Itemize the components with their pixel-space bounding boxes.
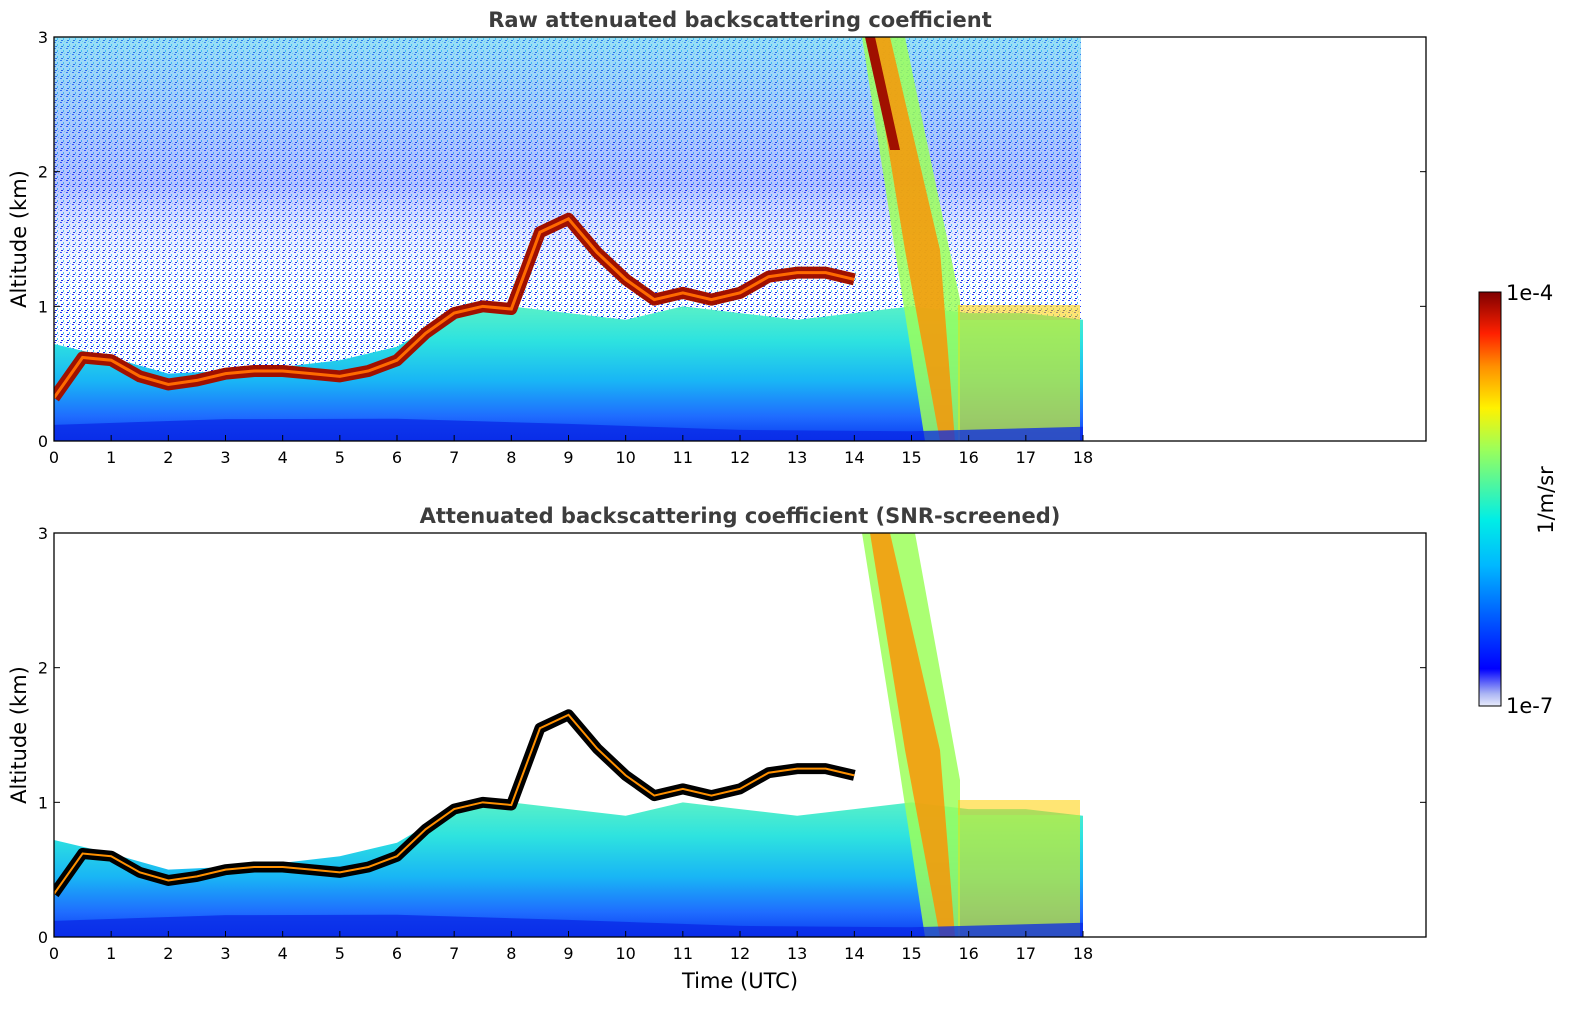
raw-ground-layer <box>54 418 1083 441</box>
raw-backscatter-panel: Raw attenuated backscattering coefficien… <box>7 8 1427 467</box>
x-tick-label: 0 <box>49 944 59 963</box>
x-tick-label: 8 <box>506 448 516 467</box>
x-tick-label: 12 <box>730 944 750 963</box>
x-tick-label: 17 <box>1016 944 1036 963</box>
raw-heatmap <box>54 37 1083 441</box>
x-tick-label: 5 <box>335 448 345 467</box>
x-axis-label: Time (UTC) <box>681 969 798 993</box>
raw-aerosol-layer <box>54 306 1083 441</box>
x-tick-label: 4 <box>278 944 288 963</box>
x-tick-label: 12 <box>730 448 750 467</box>
screened-y-axis-label: Altitude (km) <box>7 666 31 804</box>
x-tick-label: 1 <box>106 448 116 467</box>
y-tick-label: 1 <box>38 297 48 316</box>
x-tick-label: 16 <box>958 944 978 963</box>
raw-y-axis: 0 1 2 3 <box>38 28 1426 451</box>
x-tick-label: 16 <box>958 448 978 467</box>
raw-x-axis: 0 1 2 3 4 5 6 7 8 9 10 11 12 13 14 15 16 17 18 <box>49 435 1093 467</box>
x-tick-label: 8 <box>506 944 516 963</box>
x-tick-label: 13 <box>787 944 807 963</box>
x-tick-label: 5 <box>335 944 345 963</box>
x-tick-label: 6 <box>392 944 402 963</box>
x-tick-label: 4 <box>278 448 288 467</box>
x-tick-label: 10 <box>615 448 635 467</box>
screened-cloud-edge <box>54 713 855 895</box>
x-tick-label: 3 <box>220 944 230 963</box>
screened-x-axis: 0 1 2 3 4 5 6 7 8 9 10 11 12 13 14 15 16 17 18 <box>49 931 1093 963</box>
screened-backscatter-panel: Attenuated backscattering coefficient (S… <box>7 504 1427 993</box>
y-tick-label: 0 <box>38 928 48 947</box>
screened-aerosol-layer <box>54 802 1083 937</box>
x-tick-label: 17 <box>1016 448 1036 467</box>
x-tick-label: 15 <box>901 944 921 963</box>
raw-panel-title: Raw attenuated backscattering coefficien… <box>488 8 992 32</box>
screened-ground-layer <box>54 914 1083 937</box>
raw-y-axis-label: Altitude (km) <box>7 170 31 308</box>
x-tick-label: 18 <box>1073 944 1093 963</box>
y-tick-label: 3 <box>38 524 48 543</box>
x-tick-label: 0 <box>49 448 59 467</box>
y-tick-label: 3 <box>38 28 48 47</box>
colorbar-min-label: 1e-7 <box>1506 694 1553 718</box>
colorbar-max-label: 1e-4 <box>1506 281 1553 305</box>
x-tick-label: 9 <box>563 944 573 963</box>
screened-y-axis: 0 1 2 3 <box>38 524 1426 947</box>
x-tick-label: 15 <box>901 448 921 467</box>
screened-heatmap <box>54 533 1083 937</box>
y-tick-label: 1 <box>38 793 48 812</box>
raw-plume <box>862 37 1080 441</box>
x-tick-label: 14 <box>844 448 864 467</box>
screened-panel-title: Attenuated backscattering coefficient (S… <box>420 504 1061 528</box>
x-tick-label: 2 <box>163 944 173 963</box>
x-tick-label: 3 <box>220 448 230 467</box>
x-tick-label: 9 <box>563 448 573 467</box>
x-tick-label: 6 <box>392 448 402 467</box>
screened-plume <box>862 533 1080 937</box>
x-tick-label: 11 <box>673 944 693 963</box>
x-tick-label: 7 <box>449 944 459 963</box>
y-tick-label: 2 <box>38 163 48 182</box>
x-tick-label: 2 <box>163 448 173 467</box>
x-tick-label: 14 <box>844 944 864 963</box>
y-tick-label: 2 <box>38 659 48 678</box>
colorbar-label: 1/m/sr <box>1534 466 1558 534</box>
x-tick-label: 18 <box>1073 448 1093 467</box>
x-tick-label: 10 <box>615 944 635 963</box>
x-tick-label: 13 <box>787 448 807 467</box>
y-tick-label: 0 <box>38 432 48 451</box>
colorbar-gradient <box>1478 291 1502 707</box>
x-tick-label: 11 <box>673 448 693 467</box>
x-tick-label: 1 <box>106 944 116 963</box>
raw-cloud-core <box>54 216 855 399</box>
colorbar: 1e-4 1e-7 1/m/sr <box>1478 281 1558 718</box>
x-tick-label: 7 <box>449 448 459 467</box>
